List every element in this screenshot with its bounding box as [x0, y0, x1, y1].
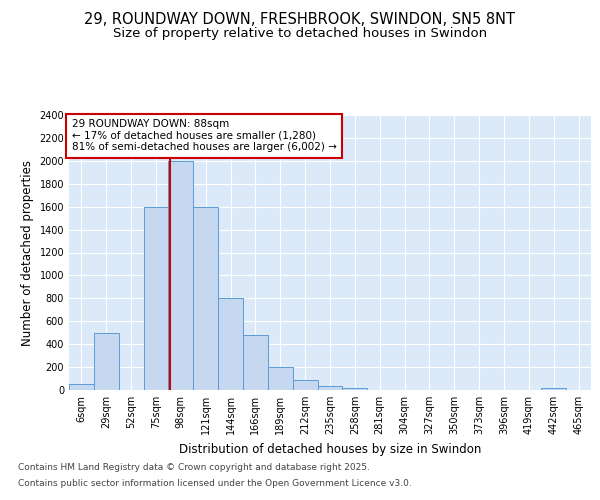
Bar: [94, 332, 119, 390]
Bar: [293, 380, 317, 390]
Bar: [143, 206, 169, 390]
Text: Contains public sector information licensed under the Open Government Licence v3: Contains public sector information licen…: [18, 478, 412, 488]
Text: 29, ROUNDWAY DOWN, FRESHBROOK, SWINDON, SN5 8NT: 29, ROUNDWAY DOWN, FRESHBROOK, SWINDON, …: [85, 12, 515, 28]
Bar: [343, 388, 367, 390]
Text: Contains HM Land Registry data © Crown copyright and database right 2025.: Contains HM Land Registry data © Crown c…: [18, 464, 370, 472]
Bar: [268, 367, 293, 390]
Bar: [69, 384, 94, 390]
Bar: [218, 298, 243, 390]
Y-axis label: Number of detached properties: Number of detached properties: [21, 160, 34, 346]
Bar: [317, 386, 343, 390]
Bar: [541, 388, 566, 390]
Bar: [243, 335, 268, 390]
Bar: [169, 161, 193, 390]
Bar: [193, 206, 218, 390]
Text: Size of property relative to detached houses in Swindon: Size of property relative to detached ho…: [113, 28, 487, 40]
X-axis label: Distribution of detached houses by size in Swindon: Distribution of detached houses by size …: [179, 442, 481, 456]
Text: 29 ROUNDWAY DOWN: 88sqm
← 17% of detached houses are smaller (1,280)
81% of semi: 29 ROUNDWAY DOWN: 88sqm ← 17% of detache…: [71, 119, 337, 152]
